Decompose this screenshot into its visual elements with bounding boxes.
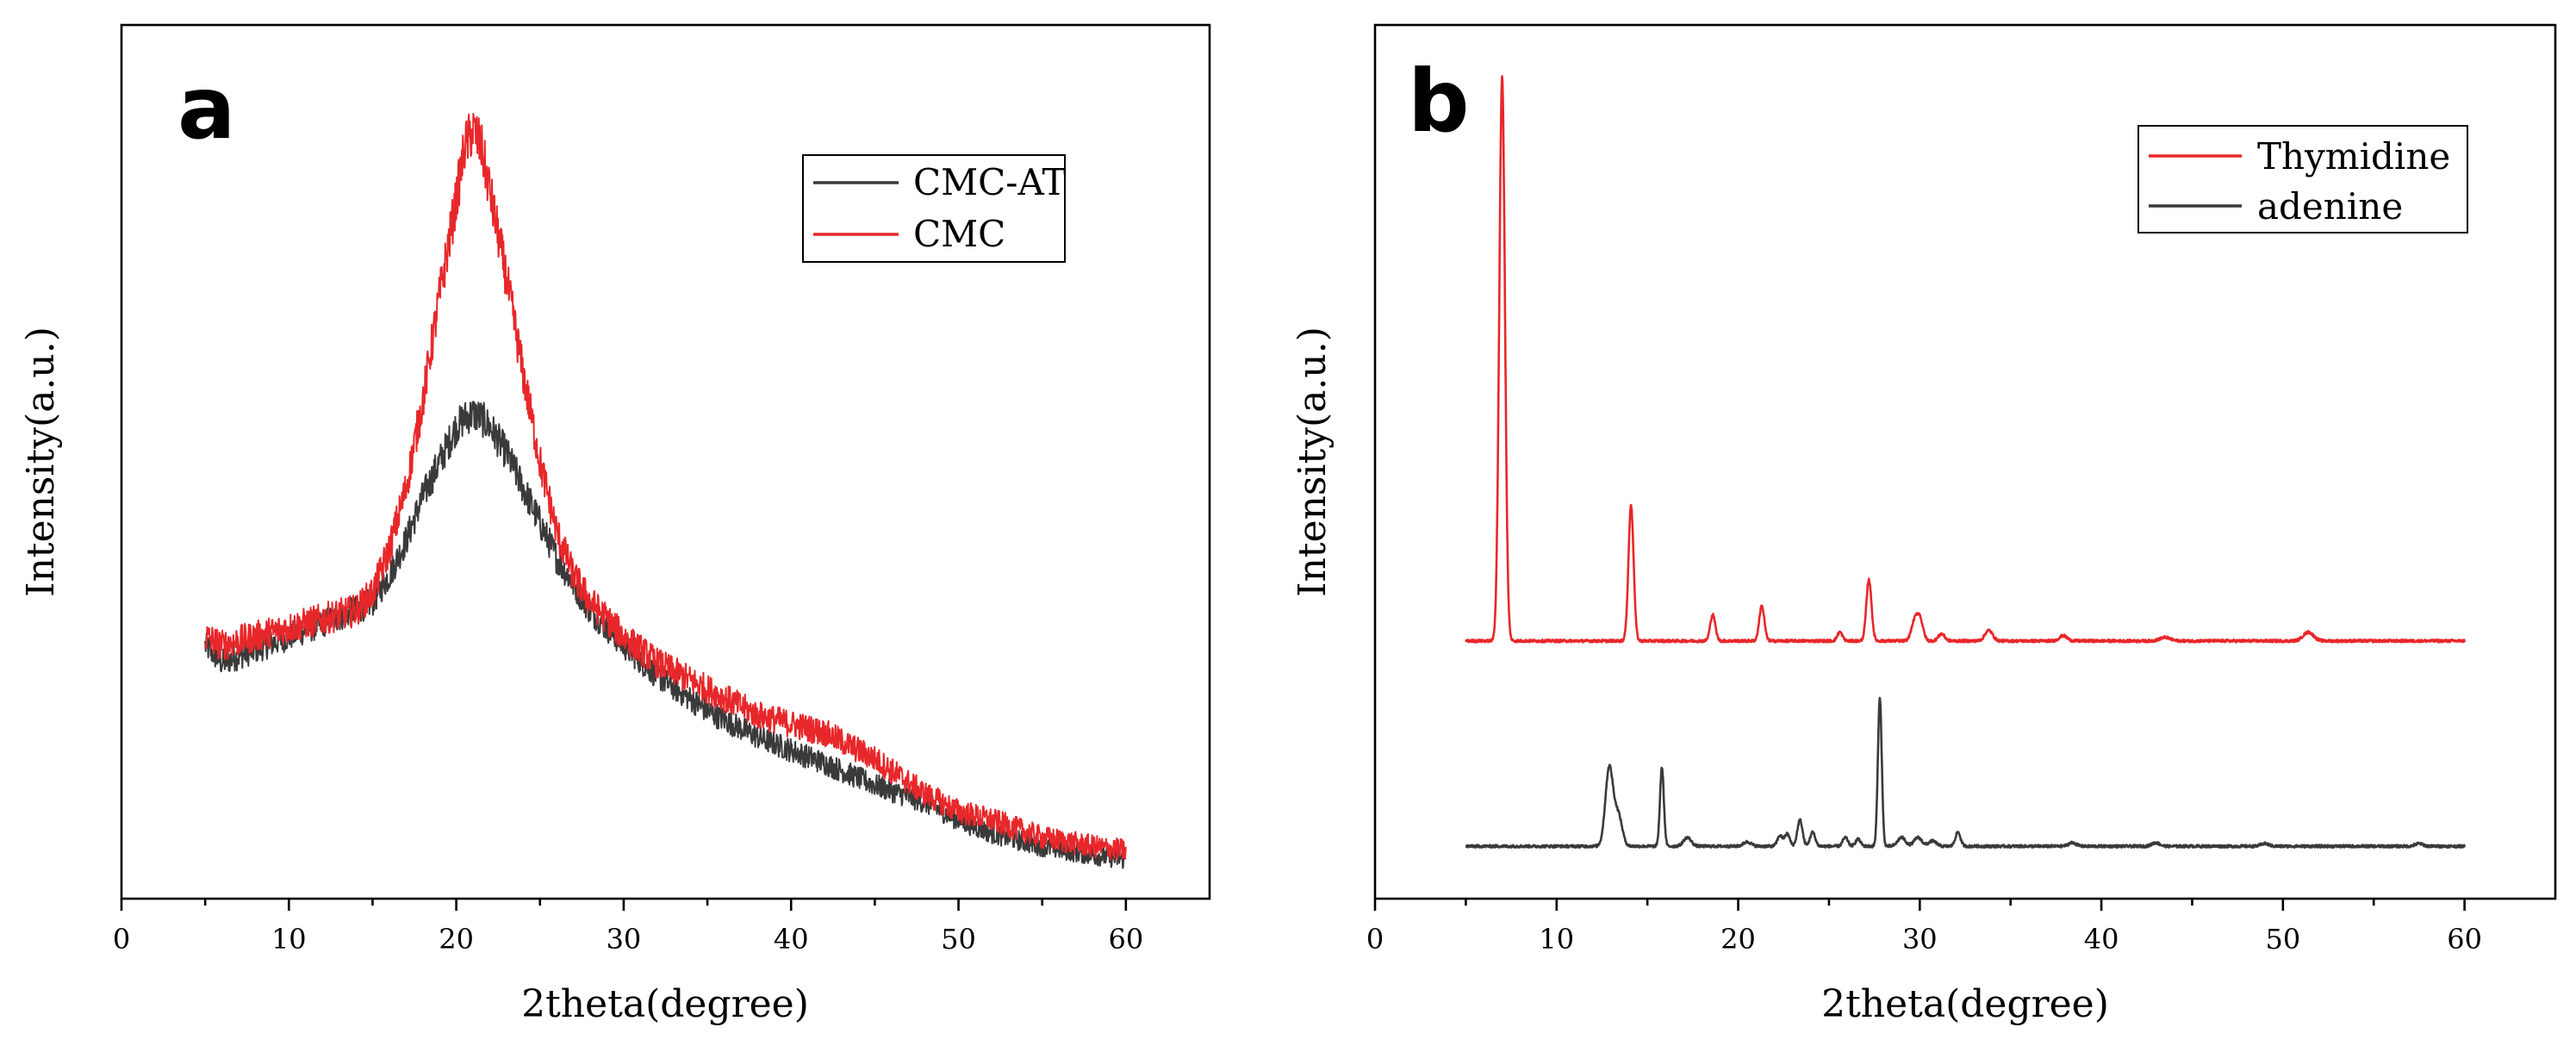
panel-b-legend-box [2137, 125, 2468, 233]
panel-b-x-tick-label: 10 [1539, 923, 1574, 956]
panel-b-x-tick-label: 60 [2447, 923, 2482, 956]
panel-a: a 0 10 20 30 40 50 60 2theta(degree) Intensity… [19, 23, 1211, 1026]
panel-b-letter: b [1408, 51, 1470, 152]
panel-a-series-cmc-at [204, 401, 1127, 869]
panel-a-series [204, 113, 1127, 869]
panel-a-x-tick-label: 0 [113, 923, 130, 956]
panel-b-x-tick-label: 40 [2084, 923, 2119, 956]
panel-b-x-tick-label: 30 [1902, 923, 1938, 956]
panel-a-x-ticks: 0 10 20 30 40 50 60 [113, 899, 1143, 956]
panel-b-x-axis-title: 2theta(degree) [1821, 982, 2109, 1026]
panel-a-x-tick-label: 40 [774, 923, 809, 956]
panel-b-series-adenine [1465, 696, 2466, 849]
panel-b-x-tick-label: 50 [2265, 923, 2300, 956]
panel-a-y-axis-title: Intensity(a.u.) [19, 327, 63, 597]
panel-b: b 0 10 20 30 40 50 60 2theta(degree) Intensity… [1291, 23, 2557, 1026]
panel-a-legend-label-cmc: CMC [913, 213, 1005, 255]
panel-b-x-ticks: 0 10 20 30 40 50 60 [1366, 899, 2482, 956]
panel-a-x-tick-label: 10 [271, 923, 307, 956]
panel-a-x-tick-label: 50 [941, 923, 976, 956]
panel-a-frame [120, 23, 1211, 900]
panel-a-legend: CMC-AT CMC [802, 154, 1067, 263]
panel-b-legend-label-adenine: adenine [2257, 185, 2403, 227]
panel-a-legend-box [802, 154, 1066, 263]
panel-b-legend: Thymidine adenine [2137, 125, 2468, 233]
panel-b-frame [1373, 23, 2557, 900]
panel-b-x-tick-label: 20 [1720, 923, 1756, 956]
panel-a-legend-label-cmc-at: CMC-AT [913, 161, 1067, 203]
panel-a-series-cmc [204, 113, 1127, 861]
panel-a-x-axis-title: 2theta(degree) [521, 982, 809, 1026]
panel-a-x-tick-label: 30 [607, 923, 642, 956]
panel-b-x-tick-label: 0 [1366, 923, 1384, 956]
panel-a-x-tick-label: 20 [439, 923, 474, 956]
panel-b-legend-label-thymidine: Thymidine [2257, 135, 2450, 177]
panel-a-letter: a [177, 58, 235, 159]
panel-b-series [1465, 75, 2466, 849]
panel-a-x-tick-label: 60 [1108, 923, 1143, 956]
panel-b-y-axis-title: Intensity(a.u.) [1291, 327, 1335, 597]
panel-b-series-thymidine [1465, 75, 2466, 644]
